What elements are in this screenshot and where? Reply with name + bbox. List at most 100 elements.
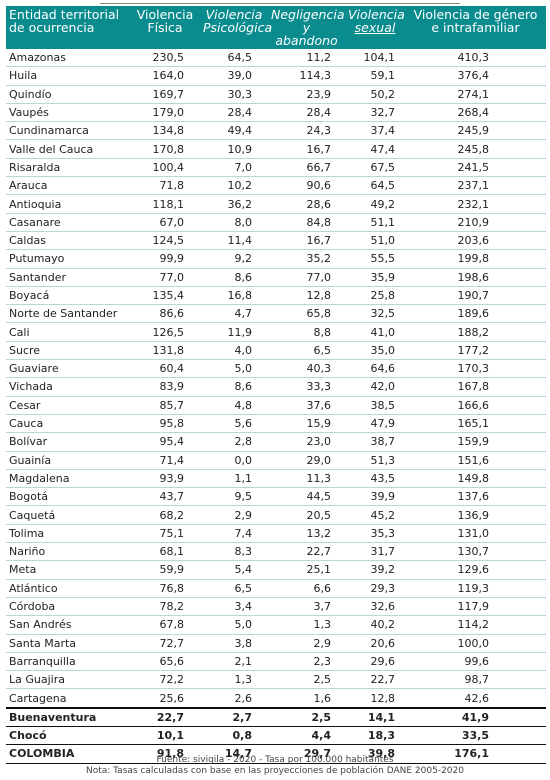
cell-sexual: 47,9 <box>345 414 405 434</box>
cell-sexual: 104,1 <box>345 49 405 68</box>
cell-psicologica: 7,0 <box>200 158 268 178</box>
table-row: Casanare 67,0 8,0 84,8 51,1 210,9 <box>6 213 546 232</box>
cell-fisica: 135,4 <box>130 286 200 306</box>
table-row: Cundinamarca 134,8 49,4 24,3 37,4 245,9 <box>6 121 546 141</box>
cell-sexual: 42,0 <box>345 377 405 397</box>
cell-fisica: 67,8 <box>130 615 200 635</box>
cell-genero: 33,5 <box>405 725 546 746</box>
cell-sexual: 51,0 <box>345 231 405 251</box>
cell-negligencia: 25,1 <box>268 560 345 580</box>
table-row: Bogotá 43,7 9,5 44,5 39,9 137,6 <box>6 487 546 507</box>
cell-name: Barranquilla <box>6 652 130 672</box>
cell-name: Vaupés <box>6 103 130 123</box>
cell-fisica: 10,1 <box>130 725 200 746</box>
cell-negligencia: 33,3 <box>268 377 345 397</box>
cell-fisica: 68,2 <box>130 505 200 525</box>
table-row: Valle del Cauca 170,8 10,9 16,7 47,4 245,8 <box>6 139 546 159</box>
cell-fisica: 71,4 <box>130 451 200 470</box>
cell-fisica: 169,7 <box>130 85 200 104</box>
cell-name: COLOMBIA <box>6 744 130 764</box>
cell-genero: 151,6 <box>405 451 546 470</box>
cell-psicologica: 4,8 <box>200 396 268 415</box>
header-sexual-line1: Violencia <box>348 7 405 22</box>
cell-sexual: 59,1 <box>345 66 405 86</box>
cell-sexual: 12,8 <box>345 688 405 709</box>
cell-name: Antioquia <box>6 194 130 214</box>
cell-negligencia: 6,5 <box>268 341 345 361</box>
cell-sexual: 49,2 <box>345 194 405 214</box>
cell-name: Nariño <box>6 542 130 562</box>
table-row: Cauca 95,8 5,6 15,9 47,9 165,1 <box>6 414 546 434</box>
table-row: Guainía 71,4 0,0 29,0 51,3 151,6 <box>6 451 546 470</box>
cell-name: Cesar <box>6 396 130 415</box>
cell-genero: 130,7 <box>405 542 546 562</box>
cell-genero: 189,6 <box>405 304 546 324</box>
table-row: Arauca 71,8 10,2 90,6 64,5 237,1 <box>6 176 546 196</box>
cell-genero: 167,8 <box>405 377 546 397</box>
cell-name: Santa Marta <box>6 634 130 653</box>
cell-psicologica: 11,9 <box>200 322 268 342</box>
header-entity-line1: Entidad territorial <box>9 7 120 22</box>
cell-psicologica: 5,4 <box>200 560 268 580</box>
table-row: Quindío 169,7 30,3 23,9 50,2 274,1 <box>6 85 546 104</box>
cell-negligencia: 29,0 <box>268 451 345 470</box>
cell-sexual: 51,1 <box>345 213 405 232</box>
cell-name: La Guajira <box>6 670 130 690</box>
cell-psicologica: 0,0 <box>200 451 268 470</box>
cell-sexual: 39,9 <box>345 487 405 507</box>
table-row: Guaviare 60,4 5,0 40,3 64,6 170,3 <box>6 359 546 379</box>
cell-sexual: 45,2 <box>345 505 405 525</box>
table-row: Bolívar 95,4 2,8 23,0 38,7 159,9 <box>6 432 546 452</box>
table-header-row: Entidad territorial de ocurrencia Violen… <box>6 6 546 49</box>
cell-name: Cundinamarca <box>6 121 130 141</box>
cell-psicologica: 9,5 <box>200 487 268 507</box>
table-row: Caquetá 68,2 2,9 20,5 45,2 136,9 <box>6 505 546 525</box>
cell-genero: 170,3 <box>405 359 546 379</box>
calculation-note: Nota: Tasas calculadas con base en las p… <box>86 766 464 776</box>
cell-fisica: 170,8 <box>130 139 200 159</box>
cell-fisica: 134,8 <box>130 121 200 141</box>
cell-name: Córdoba <box>6 597 130 617</box>
cell-negligencia: 12,8 <box>268 286 345 306</box>
cell-negligencia: 29,7 <box>268 744 345 764</box>
cell-genero: 131,0 <box>405 524 546 544</box>
cell-negligencia: 2,5 <box>268 670 345 690</box>
cell-genero: 99,6 <box>405 652 546 672</box>
cell-negligencia: 2,3 <box>268 652 345 672</box>
cell-name: Casanare <box>6 213 130 232</box>
cell-negligencia: 84,8 <box>268 213 345 232</box>
cell-fisica: 72,2 <box>130 670 200 690</box>
cell-name: Quindío <box>6 85 130 104</box>
cell-sexual: 39,8 <box>345 744 405 764</box>
cell-genero: 376,4 <box>405 66 546 86</box>
cell-genero: 190,7 <box>405 286 546 306</box>
cell-fisica: 124,5 <box>130 231 200 251</box>
cell-fisica: 75,1 <box>130 524 200 544</box>
cell-name: Putumayo <box>6 249 130 269</box>
cell-fisica: 100,4 <box>130 158 200 178</box>
cell-name: Sucre <box>6 341 130 361</box>
cell-genero: 268,4 <box>405 103 546 123</box>
cell-name: Magdalena <box>6 469 130 489</box>
cell-genero: 42,6 <box>405 688 546 709</box>
cell-fisica: 95,4 <box>130 432 200 452</box>
cell-sexual: 29,6 <box>345 652 405 672</box>
cell-fisica: 91,8 <box>130 744 200 764</box>
cell-sexual: 35,3 <box>345 524 405 544</box>
table-row: Santa Marta 72,7 3,8 2,9 20,6 100,0 <box>6 634 546 653</box>
cell-sexual: 35,9 <box>345 268 405 287</box>
cell-negligencia: 11,2 <box>268 49 345 68</box>
header-psicologica-line2: Psicológica <box>203 20 273 35</box>
cell-psicologica: 36,2 <box>200 194 268 214</box>
cell-psicologica: 5,0 <box>200 359 268 379</box>
cell-sexual: 32,5 <box>345 304 405 324</box>
table-row: Cali 126,5 11,9 8,8 41,0 188,2 <box>6 322 546 342</box>
cell-fisica: 93,9 <box>130 469 200 489</box>
cell-genero: 188,2 <box>405 322 546 342</box>
cell-genero: 199,8 <box>405 249 546 269</box>
cell-negligencia: 1,6 <box>268 688 345 709</box>
header-entity: Entidad territorial de ocurrencia <box>6 6 130 49</box>
cell-negligencia: 40,3 <box>268 359 345 379</box>
cell-genero: 136,9 <box>405 505 546 525</box>
header-fisica-line2: Física <box>147 20 183 35</box>
